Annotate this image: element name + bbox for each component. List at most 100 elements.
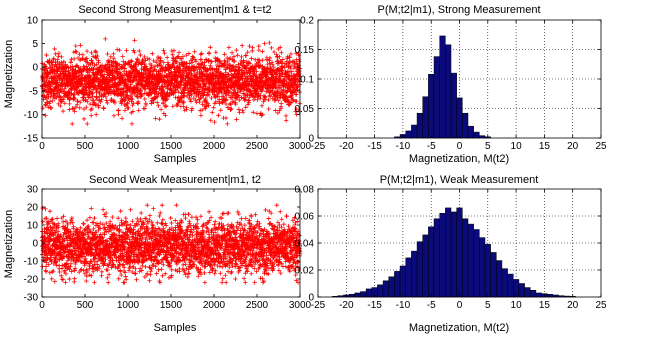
scatter-strong-point bbox=[103, 36, 108, 42]
scatter-strong-point bbox=[98, 99, 103, 105]
scatter-strong-point bbox=[243, 105, 248, 110]
histogram-strong-title: P(M;t2|m1), Strong Measurement bbox=[377, 4, 540, 16]
scatter-weak-point bbox=[149, 219, 154, 225]
scatter-strong-title: Second Strong Measurement|m1 & t=t2 bbox=[78, 4, 271, 16]
scatter-strong-point bbox=[90, 87, 96, 92]
scatter-strong-point bbox=[129, 121, 135, 127]
scatter-strong-point bbox=[81, 116, 87, 122]
scatter-strong-point bbox=[94, 62, 99, 67]
scatter-strong-point bbox=[84, 56, 90, 61]
scatter-weak-point bbox=[119, 272, 124, 278]
scatter-weak-point bbox=[166, 275, 172, 280]
scatter-strong-point bbox=[239, 43, 245, 48]
scatter-strong-point bbox=[110, 71, 116, 76]
scatter-strong-point bbox=[94, 96, 100, 102]
scatter-weak-point bbox=[147, 213, 153, 218]
scatter-strong-point bbox=[84, 64, 89, 69]
scatter-weak-point bbox=[128, 207, 133, 212]
scatter-weak-title: Second Weak Measurement|m1, t2 bbox=[89, 174, 261, 186]
scatter-strong-point bbox=[279, 50, 284, 55]
scatter-strong-point bbox=[103, 94, 109, 100]
scatter-strong-point bbox=[89, 58, 94, 63]
scatter-strong-point bbox=[283, 118, 289, 123]
scatter-weak-point bbox=[147, 278, 152, 283]
scatter-weak-point bbox=[100, 207, 106, 212]
scatter-strong-point bbox=[170, 52, 175, 58]
scatter-strong-point bbox=[161, 60, 166, 65]
scatter-strong-point bbox=[216, 113, 221, 118]
scatter-strong-point bbox=[256, 43, 261, 49]
scatter-strong-point bbox=[104, 98, 109, 103]
scatter-strong-point bbox=[57, 65, 62, 70]
scatter-strong-point bbox=[80, 52, 86, 58]
histogram-strong-xtick-label: 10 bbox=[511, 141, 523, 152]
scatter-strong-point bbox=[59, 54, 64, 60]
scatter-strong-point bbox=[95, 53, 100, 59]
scatter-strong-point bbox=[210, 110, 215, 115]
histogram-strong-bar bbox=[473, 131, 480, 139]
histogram-strong-bar bbox=[445, 44, 452, 139]
scatter-strong-point bbox=[171, 48, 177, 53]
scatter-strong-point bbox=[208, 45, 213, 50]
scatter-strong-point bbox=[283, 113, 289, 119]
scatter-strong-point bbox=[84, 105, 89, 110]
scatter-weak-point bbox=[163, 271, 168, 276]
scatter-strong-point bbox=[89, 91, 94, 97]
scatter-strong-point bbox=[90, 102, 96, 107]
scatter-strong-point bbox=[111, 98, 117, 104]
scatter-weak-point bbox=[84, 218, 90, 223]
scatter-weak-point bbox=[86, 224, 91, 229]
scatter-strong-point bbox=[111, 113, 117, 118]
scatter-strong-point bbox=[77, 73, 82, 78]
scatter-strong-point bbox=[94, 88, 99, 94]
scatter-strong-point bbox=[69, 91, 74, 96]
histogram-strong-xtick-label: -20 bbox=[339, 141, 354, 152]
scatter-weak-point bbox=[183, 272, 188, 277]
histogram-strong-xtick-label: 20 bbox=[567, 141, 579, 152]
scatter-strong-point bbox=[234, 117, 239, 122]
scatter-weak-point bbox=[123, 274, 128, 279]
scatter-strong-point bbox=[142, 96, 147, 102]
scatter-strong-point bbox=[61, 97, 66, 102]
scatter-weak-point bbox=[118, 208, 123, 214]
scatter-strong-ytick-label: -10 bbox=[24, 110, 39, 121]
scatter-strong-point bbox=[52, 64, 57, 70]
scatter-strong-xtick-label: 2000 bbox=[203, 141, 226, 152]
scatter-strong-point bbox=[48, 105, 53, 110]
scatter-strong-point bbox=[97, 65, 103, 71]
scatter-strong-point bbox=[153, 116, 158, 121]
scatter-weak-point bbox=[99, 269, 105, 275]
scatter-strong-ytick-label: -15 bbox=[24, 134, 39, 145]
scatter-weak-point bbox=[151, 206, 156, 211]
scatter-strong-ylabel: Magnetization bbox=[3, 40, 15, 109]
scatter-strong-point bbox=[72, 96, 78, 102]
scatter-weak-point bbox=[128, 222, 133, 228]
scatter-strong-ytick-label: 5 bbox=[32, 39, 38, 50]
scatter-weak-point bbox=[81, 221, 86, 227]
scatter-strong-point bbox=[45, 71, 50, 76]
scatter-strong-point bbox=[74, 74, 79, 79]
histogram-strong-bar bbox=[411, 124, 418, 139]
scatter-strong-point bbox=[53, 51, 58, 57]
histogram-strong-xtick-label: 5 bbox=[485, 141, 491, 152]
scatter-strong-point bbox=[73, 105, 79, 110]
scatter-weak-point bbox=[107, 219, 113, 224]
scatter-strong-ytick-label: 10 bbox=[27, 16, 39, 27]
scatter-strong-point bbox=[121, 59, 126, 64]
scatter-weak-point bbox=[169, 220, 174, 226]
scatter-strong-point bbox=[158, 107, 164, 112]
scatter-strong-point bbox=[84, 84, 89, 89]
scatter-strong-point bbox=[105, 100, 110, 106]
scatter-strong-point bbox=[266, 106, 271, 112]
scatter-strong-point bbox=[75, 98, 80, 104]
scatter-strong-point bbox=[69, 121, 75, 127]
scatter-strong-point bbox=[74, 49, 79, 55]
scatter-strong-point bbox=[164, 55, 170, 60]
scatter-strong-point bbox=[77, 52, 82, 57]
scatter-strong-point bbox=[77, 100, 83, 105]
scatter-weak-point bbox=[69, 215, 75, 221]
histogram-strong-xtick-label: 25 bbox=[595, 141, 607, 152]
scatter-strong-point bbox=[161, 48, 166, 53]
scatter-strong-point bbox=[262, 41, 267, 46]
histogram-strong-bar bbox=[433, 56, 440, 139]
